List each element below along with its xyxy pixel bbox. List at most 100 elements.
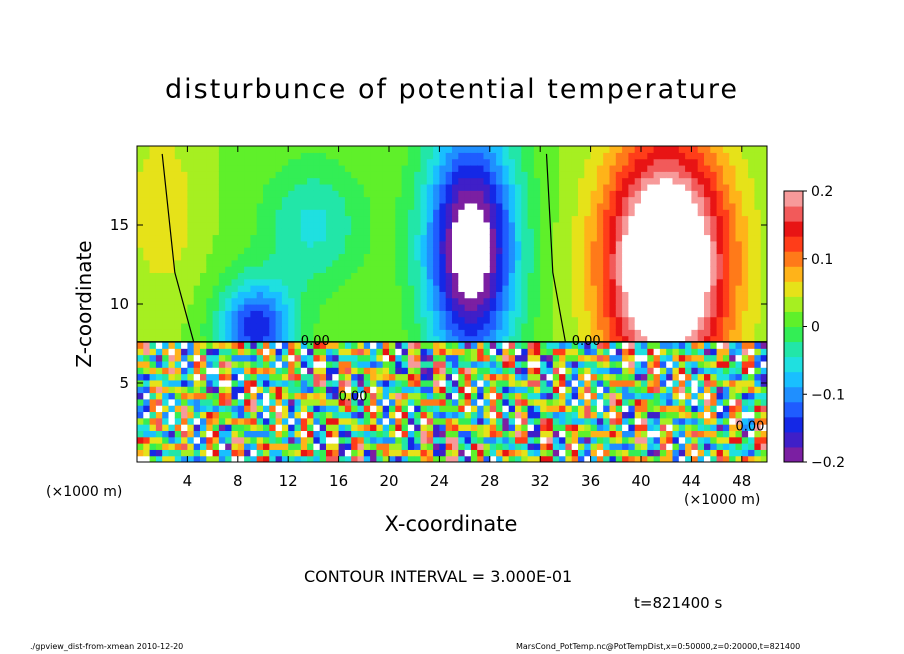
heatmap-cell: [741, 430, 749, 438]
heatmap-cell: [200, 209, 207, 217]
heatmap-cell: [533, 278, 541, 286]
heatmap-cell: [338, 247, 346, 255]
heatmap-cell: [565, 177, 573, 185]
heatmap-cell: [603, 392, 611, 400]
heatmap-cell: [546, 272, 554, 280]
heatmap-cell: [206, 367, 214, 375]
heatmap-cell: [546, 417, 554, 425]
heatmap-cell: [458, 360, 466, 368]
heatmap-cell: [697, 367, 705, 375]
heatmap-cell: [741, 405, 749, 413]
heatmap-cell: [193, 202, 201, 210]
heatmap-cell: [401, 234, 409, 242]
heatmap-cell: [659, 171, 667, 179]
heatmap-cell: [502, 417, 510, 425]
heatmap-cell: [691, 436, 699, 444]
heatmap-cell: [729, 152, 737, 160]
heatmap-cell: [439, 291, 447, 299]
heatmap-cell: [344, 297, 352, 305]
heatmap-cell: [590, 291, 598, 299]
heatmap-cell: [464, 322, 472, 330]
heatmap-cell: [502, 171, 510, 179]
heatmap-cell: [527, 297, 535, 305]
heatmap-cell: [294, 322, 302, 330]
heatmap-cell: [250, 183, 258, 191]
heatmap-cell: [590, 196, 598, 204]
heatmap-cell: [578, 221, 585, 229]
heatmap-cell: [445, 253, 453, 261]
heatmap-cell: [137, 449, 144, 457]
heatmap-cell: [521, 329, 529, 337]
heatmap-cell: [754, 443, 762, 450]
heatmap-cell: [489, 360, 497, 368]
heatmap-cell: [596, 247, 604, 255]
heatmap-cell: [439, 367, 447, 375]
heatmap-cell: [389, 202, 396, 210]
heatmap-cell: [521, 278, 529, 286]
heatmap-cell: [137, 411, 144, 419]
heatmap-cell: [382, 411, 390, 419]
heatmap-cell: [338, 266, 346, 273]
heatmap-cell: [250, 304, 258, 311]
heatmap-cell: [521, 424, 529, 431]
heatmap-cell: [162, 436, 170, 444]
heatmap-cell: [521, 398, 529, 406]
heatmap-cell: [137, 304, 144, 311]
heatmap-cell: [678, 253, 686, 261]
heatmap-cell: [678, 240, 686, 248]
heatmap-cell: [181, 405, 188, 413]
heatmap-cell: [433, 424, 440, 431]
heatmap-cell: [760, 348, 767, 356]
heatmap-cell: [181, 202, 188, 210]
heatmap-cell: [565, 360, 573, 368]
heatmap-cell: [458, 202, 466, 210]
heatmap-cell: [300, 354, 308, 362]
heatmap-cell: [143, 164, 151, 172]
heatmap-cell: [344, 341, 352, 349]
heatmap-cell: [370, 278, 377, 286]
heatmap-cell: [281, 146, 289, 153]
heatmap-cell: [659, 373, 667, 381]
heatmap-cell: [464, 196, 472, 204]
heatmap-cell: [363, 190, 371, 198]
heatmap-cell: [395, 304, 403, 311]
heatmap-cell: [546, 228, 554, 236]
heatmap-cell: [596, 297, 604, 305]
heatmap-cell: [584, 240, 592, 248]
heatmap-cell: [590, 436, 598, 444]
heatmap-cell: [200, 417, 207, 425]
heatmap-cell: [634, 272, 642, 280]
heatmap-cell: [603, 146, 611, 153]
heatmap-cell: [729, 322, 737, 330]
heatmap-cell: [647, 152, 655, 160]
heatmap-cell: [269, 360, 277, 368]
heatmap-cell: [533, 354, 541, 362]
heatmap-cell: [659, 152, 667, 160]
heatmap-cell: [155, 285, 163, 292]
heatmap-cell: [357, 443, 365, 450]
heatmap-cell: [269, 373, 277, 381]
heatmap-cell: [193, 373, 201, 381]
heatmap-cell: [508, 316, 516, 324]
heatmap-cell: [187, 259, 195, 267]
heatmap-cell: [319, 253, 327, 261]
heatmap-cell: [590, 322, 598, 330]
heatmap-cell: [162, 209, 170, 217]
heatmap-cell: [168, 316, 176, 324]
heatmap-cell: [452, 146, 459, 153]
heatmap-cell: [281, 373, 289, 381]
heatmap-cell: [344, 449, 352, 457]
heatmap-cell: [187, 455, 195, 462]
heatmap-cell: [162, 304, 170, 311]
heatmap-cell: [370, 417, 377, 425]
heatmap-cell: [722, 272, 730, 280]
heatmap-cell: [363, 304, 371, 311]
heatmap-cell: [326, 278, 333, 286]
heatmap-cell: [313, 228, 321, 236]
heatmap-cell: [760, 449, 767, 457]
heatmap-cell: [609, 152, 617, 160]
heatmap-cell: [155, 228, 163, 236]
heatmap-cell: [615, 424, 623, 431]
heatmap-cell: [754, 411, 762, 419]
heatmap-cell: [521, 354, 529, 362]
